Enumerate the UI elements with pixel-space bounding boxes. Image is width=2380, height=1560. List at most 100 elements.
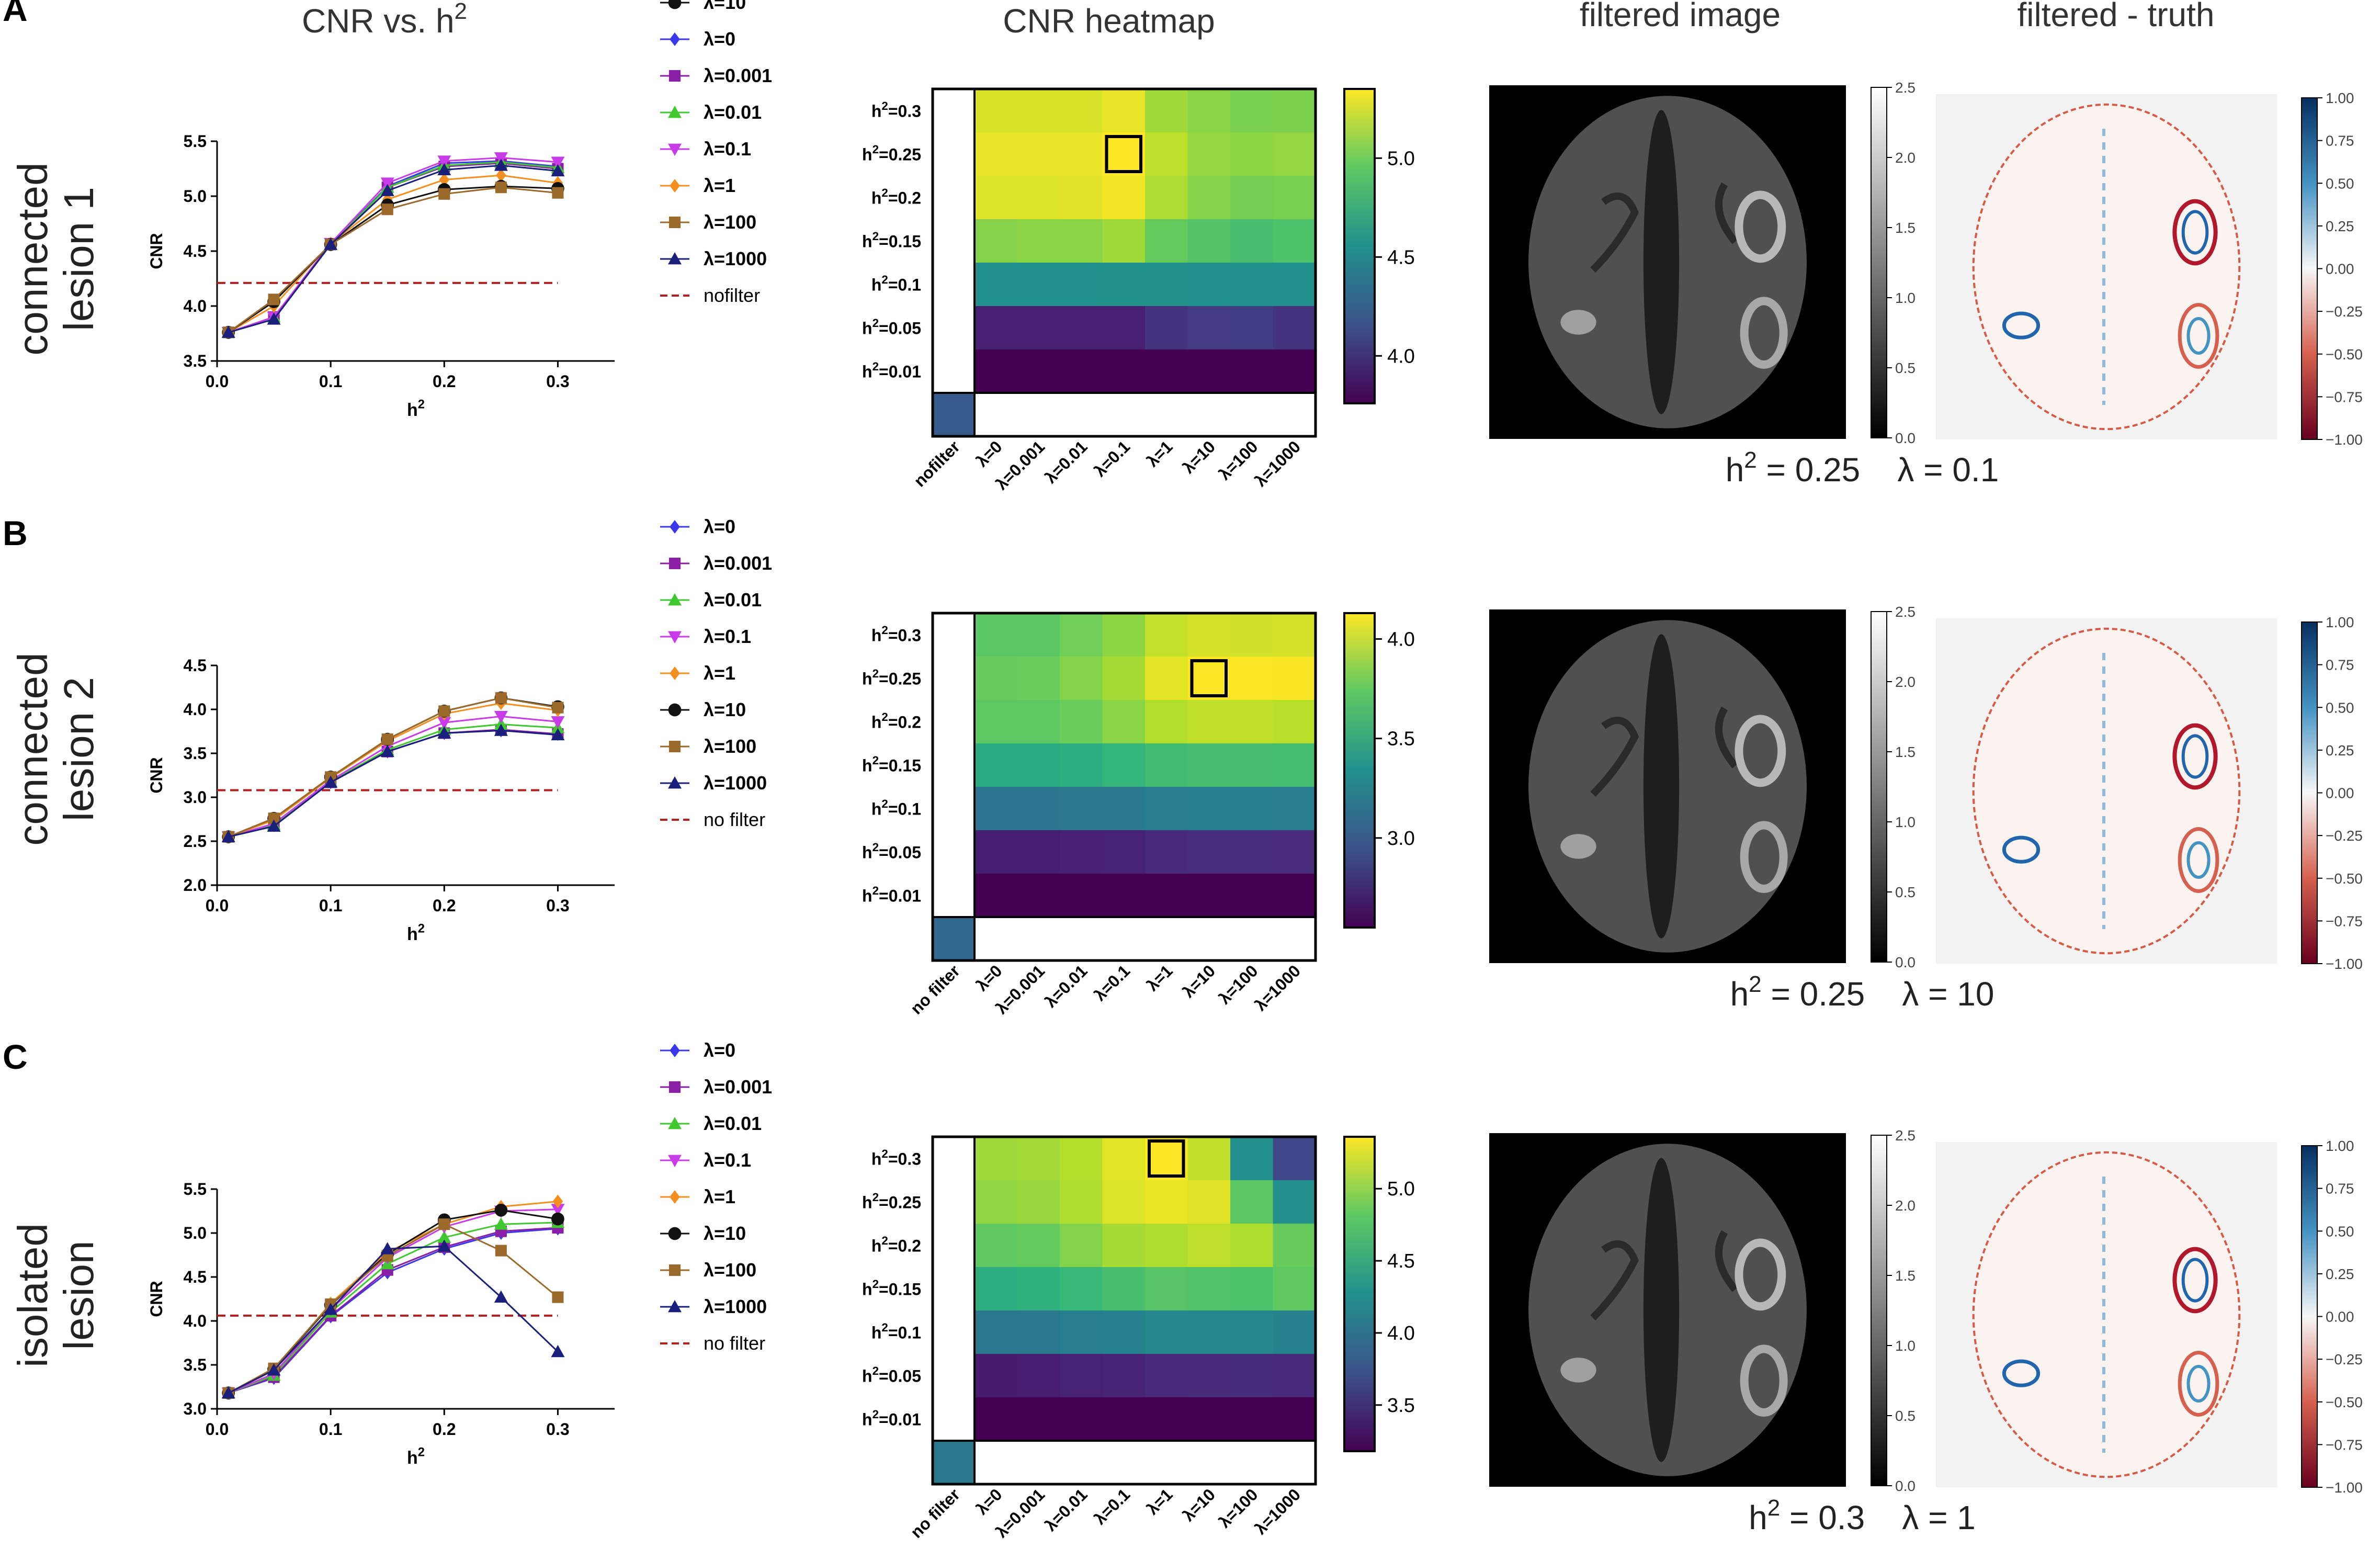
heatmap-row-label: h2=0.1 — [871, 1321, 921, 1342]
heatmap-cell — [1145, 613, 1188, 657]
diff-colorbar-tick-label: −0.50 — [2326, 871, 2363, 887]
heatmap-cell — [1145, 830, 1188, 874]
heatmap-cell — [1230, 743, 1274, 787]
diff-colorbar-tick-label: −0.25 — [2326, 828, 2363, 844]
heatmap-cell — [974, 743, 1018, 787]
diff-colorbar-tick-label: 1.00 — [2326, 614, 2354, 630]
param-h: h — [1749, 1499, 1767, 1536]
heatmap-col-label: λ=0.01 — [1041, 961, 1091, 1011]
heatmap-col-label: λ=0.01 — [1041, 1485, 1091, 1534]
legend-marker-lam1 — [670, 179, 680, 193]
brain-sulcus — [1715, 182, 1738, 244]
y-tick-label: 3.0 — [184, 1399, 207, 1418]
heatmap-row-label: h2=0.25 — [862, 143, 921, 164]
legend-marker-lam1000 — [668, 776, 682, 789]
heatmap-col-label: λ=0.1 — [1090, 961, 1134, 1004]
heatmap-col-label: λ=1 — [1143, 437, 1176, 470]
heatmap-col-label: λ=10 — [1179, 1485, 1219, 1524]
legend-label: λ=10 — [704, 0, 746, 13]
heatmap-cell — [1145, 176, 1188, 220]
heatmap-row-label: h2=0.3 — [871, 624, 921, 645]
heatmap-cell — [1230, 1310, 1274, 1354]
data-point-lam1000 — [267, 312, 281, 325]
legend-label: λ=0.01 — [704, 589, 762, 611]
param-h: h — [1726, 451, 1744, 489]
heatmap-cell — [1102, 132, 1146, 176]
heatmap-cell — [1060, 787, 1103, 831]
heatmap-cell — [974, 613, 1018, 657]
heatmap-cell — [1187, 219, 1231, 263]
heatmap-cell — [1017, 132, 1060, 176]
x-tick-label: 0.3 — [546, 1420, 569, 1439]
heatmap-cell — [1230, 176, 1274, 220]
heatmap-cell — [1230, 1354, 1274, 1398]
data-point-lam001 — [494, 717, 508, 730]
heatmap-row-label: h2=0.3 — [871, 1147, 921, 1168]
legend-label: λ=1000 — [704, 248, 767, 269]
legend-marker-lam01 — [668, 1155, 682, 1167]
data-point-lam1000 — [221, 325, 235, 338]
heatmap-col-label: λ=1 — [1143, 1485, 1176, 1518]
heatmap-cell — [1017, 263, 1060, 307]
data-point-lam01 — [437, 155, 451, 168]
y-axis-label: CNR — [147, 1281, 166, 1317]
heatmap-cell — [1187, 1267, 1231, 1311]
diff-colorbar-tick-label: −1.00 — [2326, 1479, 2363, 1496]
diff-colorbar-tick-label: 0.00 — [2326, 261, 2354, 277]
heatmap-cell — [1273, 1267, 1316, 1311]
y-tick-label: 5.0 — [184, 1224, 207, 1242]
image-colorbar-tick-label: 2.0 — [1895, 674, 1916, 690]
panel-letter: C — [3, 1037, 28, 1076]
diff-colorbar-tick-label: 0.50 — [2326, 1223, 2354, 1239]
data-point-lam1000 — [221, 1386, 235, 1399]
param-sup: 2 — [1744, 447, 1756, 473]
heatmap-cell — [1102, 263, 1146, 307]
diff-lesion-lower-outer — [2178, 1351, 2219, 1417]
heatmap-cell — [1060, 1267, 1103, 1311]
colorbar-tick-label: 3.0 — [1387, 828, 1415, 850]
brain-sulcus — [1590, 1240, 1639, 1321]
x-tick-label: 0.0 — [206, 372, 229, 391]
data-point-lam01 — [551, 156, 565, 169]
data-point-lam100 — [495, 182, 507, 194]
legend-marker-lam0001 — [668, 557, 681, 570]
data-point-lam1000 — [494, 724, 508, 736]
heatmap-cell — [1187, 1354, 1231, 1398]
brain-midline — [1643, 110, 1680, 414]
param-values: = 0.3 λ = 1 — [1780, 1499, 1976, 1536]
y-axis-label: CNR — [147, 757, 166, 793]
lesion-lower — [1740, 821, 1788, 894]
param-sup: 2 — [1767, 1495, 1780, 1521]
image-colorbar-tick-label: 2.0 — [1895, 1197, 1916, 1214]
legend-label: λ=0.001 — [704, 552, 772, 574]
heatmap-col-label: λ=1 — [1143, 961, 1176, 994]
y-tick-label: 4.5 — [184, 656, 207, 675]
legend-label: λ=0.1 — [704, 1149, 751, 1171]
data-point-lam1000 — [267, 819, 281, 832]
image-colorbar-tick-label: 2.0 — [1895, 150, 1916, 166]
heatmap-cell — [974, 874, 1018, 918]
legend-marker-lam100 — [668, 1264, 681, 1276]
brain-sulcus — [1590, 192, 1639, 273]
param-values: = 0.25 λ = 10 — [1762, 975, 1994, 1013]
diff-lesion-lower-outer — [2178, 827, 2219, 893]
heatmap-cell — [1145, 1354, 1188, 1398]
heatmap-cell — [1187, 613, 1231, 657]
x-tick-label: 0.0 — [206, 1420, 229, 1439]
heatmap-cell — [1017, 1137, 1060, 1181]
data-point-lam1000 — [380, 744, 394, 758]
heatmap-row-label: h2=0.2 — [871, 710, 921, 731]
legend-label: λ=0.1 — [704, 138, 751, 160]
diff-brain-region — [1972, 627, 2241, 955]
legend-label: λ=1000 — [704, 1296, 767, 1317]
heatmap-cell — [1230, 306, 1274, 350]
heatmap-cell — [1017, 306, 1060, 350]
heatmap-row-label: h2=0.1 — [871, 797, 921, 818]
best-cell-highlight — [1148, 1139, 1185, 1178]
heatmap-colorbar — [1343, 612, 1376, 929]
row-label: connected — [9, 162, 56, 355]
heatmap-cell — [1060, 874, 1103, 918]
heatmap-cell — [974, 787, 1018, 831]
y-tick-label: 5.5 — [184, 132, 207, 151]
